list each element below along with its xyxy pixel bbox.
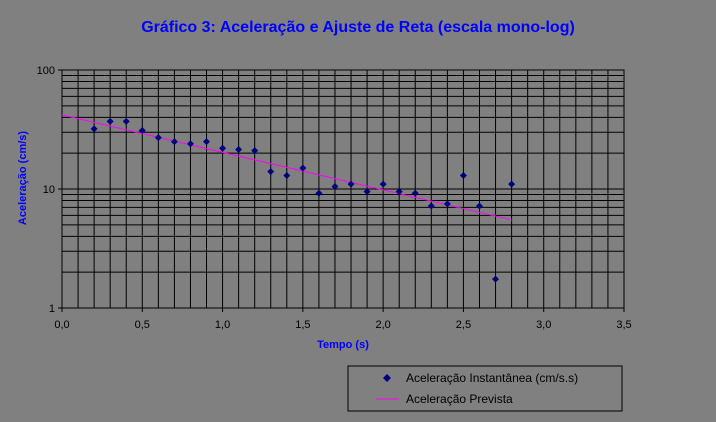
- data-point: [138, 127, 146, 135]
- x-tick-label: 1,5: [295, 319, 310, 331]
- legend-label-prevista: Aceleração Prevista: [406, 392, 513, 406]
- data-point: [475, 202, 483, 210]
- legend-label-instantanea: Aceleração Instantânea (cm/s.s): [406, 371, 578, 385]
- data-point: [219, 144, 227, 152]
- data-point: [106, 117, 114, 125]
- fit-line: [61, 114, 512, 221]
- data-point: [90, 125, 98, 133]
- data-point: [283, 171, 291, 179]
- legend-marker-diamond: [383, 374, 391, 382]
- x-tick-label: 3,0: [536, 319, 551, 331]
- data-point: [411, 189, 419, 197]
- data-point: [315, 189, 323, 197]
- data-point: [299, 164, 307, 172]
- y-tick-label: 1: [49, 303, 55, 315]
- x-tick-label: 1,0: [215, 319, 230, 331]
- x-tick-label: 2,5: [456, 319, 471, 331]
- data-point: [347, 180, 355, 188]
- series-instantanea: [90, 117, 516, 283]
- data-point: [363, 188, 371, 196]
- data-point: [251, 147, 259, 155]
- data-point: [492, 275, 500, 283]
- data-point: [267, 168, 275, 176]
- y-axis-title: Aceleração (cm/s): [17, 131, 29, 225]
- plot-area: [61, 69, 625, 309]
- data-point: [379, 180, 387, 188]
- chart-title: Gráfico 3: Aceleração e Ajuste de Reta (…: [141, 19, 575, 36]
- x-tick-label: 2,0: [375, 319, 390, 331]
- x-tick-label: 0,0: [54, 319, 69, 331]
- data-point: [154, 134, 162, 142]
- y-tick-label: 100: [37, 65, 55, 77]
- legend-box: [347, 365, 623, 412]
- series-prevista: [61, 114, 512, 221]
- grid: [62, 70, 624, 308]
- x-tick-label: 0,5: [135, 319, 150, 331]
- legend: Aceleração Instantânea (cm/s.s) Aceleraç…: [347, 365, 623, 412]
- x-tick-label: 3,5: [616, 319, 631, 331]
- data-point: [331, 182, 339, 190]
- data-point: [443, 200, 451, 208]
- data-point: [186, 140, 194, 148]
- data-point: [395, 188, 403, 196]
- data-point: [508, 180, 516, 188]
- data-point: [459, 171, 467, 179]
- data-point: [235, 145, 243, 153]
- y-tick-label: 10: [43, 184, 55, 196]
- x-axis-ticks: 0,0 0,5 1,0 1,5 2,0 2,5 3,0 3,5: [54, 308, 632, 331]
- data-point: [203, 138, 211, 146]
- y-axis-ticks: 1 10 100: [37, 65, 62, 315]
- x-axis-title: Tempo (s): [317, 339, 369, 351]
- data-point: [122, 117, 130, 125]
- data-point: [427, 202, 435, 210]
- data-point: [170, 138, 178, 146]
